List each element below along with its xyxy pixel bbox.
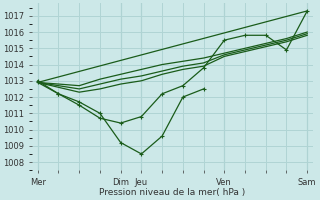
X-axis label: Pression niveau de la mer( hPa ): Pression niveau de la mer( hPa ) xyxy=(100,188,246,197)
